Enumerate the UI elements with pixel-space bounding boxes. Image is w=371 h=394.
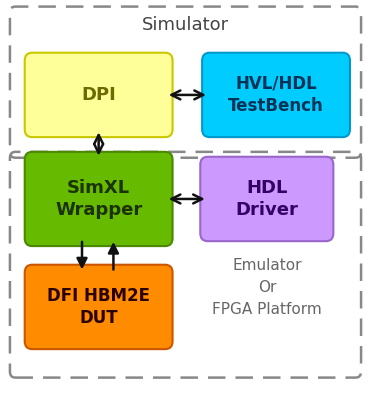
- FancyBboxPatch shape: [200, 157, 334, 241]
- Text: HDL
Driver: HDL Driver: [235, 179, 298, 219]
- Text: DFI HBM2E
DUT: DFI HBM2E DUT: [47, 287, 150, 327]
- FancyBboxPatch shape: [25, 53, 173, 137]
- FancyBboxPatch shape: [25, 152, 173, 246]
- FancyBboxPatch shape: [202, 53, 350, 137]
- Text: DPI: DPI: [81, 86, 116, 104]
- Text: Emulator
Or
FPGA Platform: Emulator Or FPGA Platform: [212, 258, 322, 317]
- FancyBboxPatch shape: [25, 265, 173, 349]
- Text: SimXL
Wrapper: SimXL Wrapper: [55, 179, 142, 219]
- Text: HVL/HDL
TestBench: HVL/HDL TestBench: [228, 75, 324, 115]
- Text: Simulator: Simulator: [142, 17, 229, 34]
